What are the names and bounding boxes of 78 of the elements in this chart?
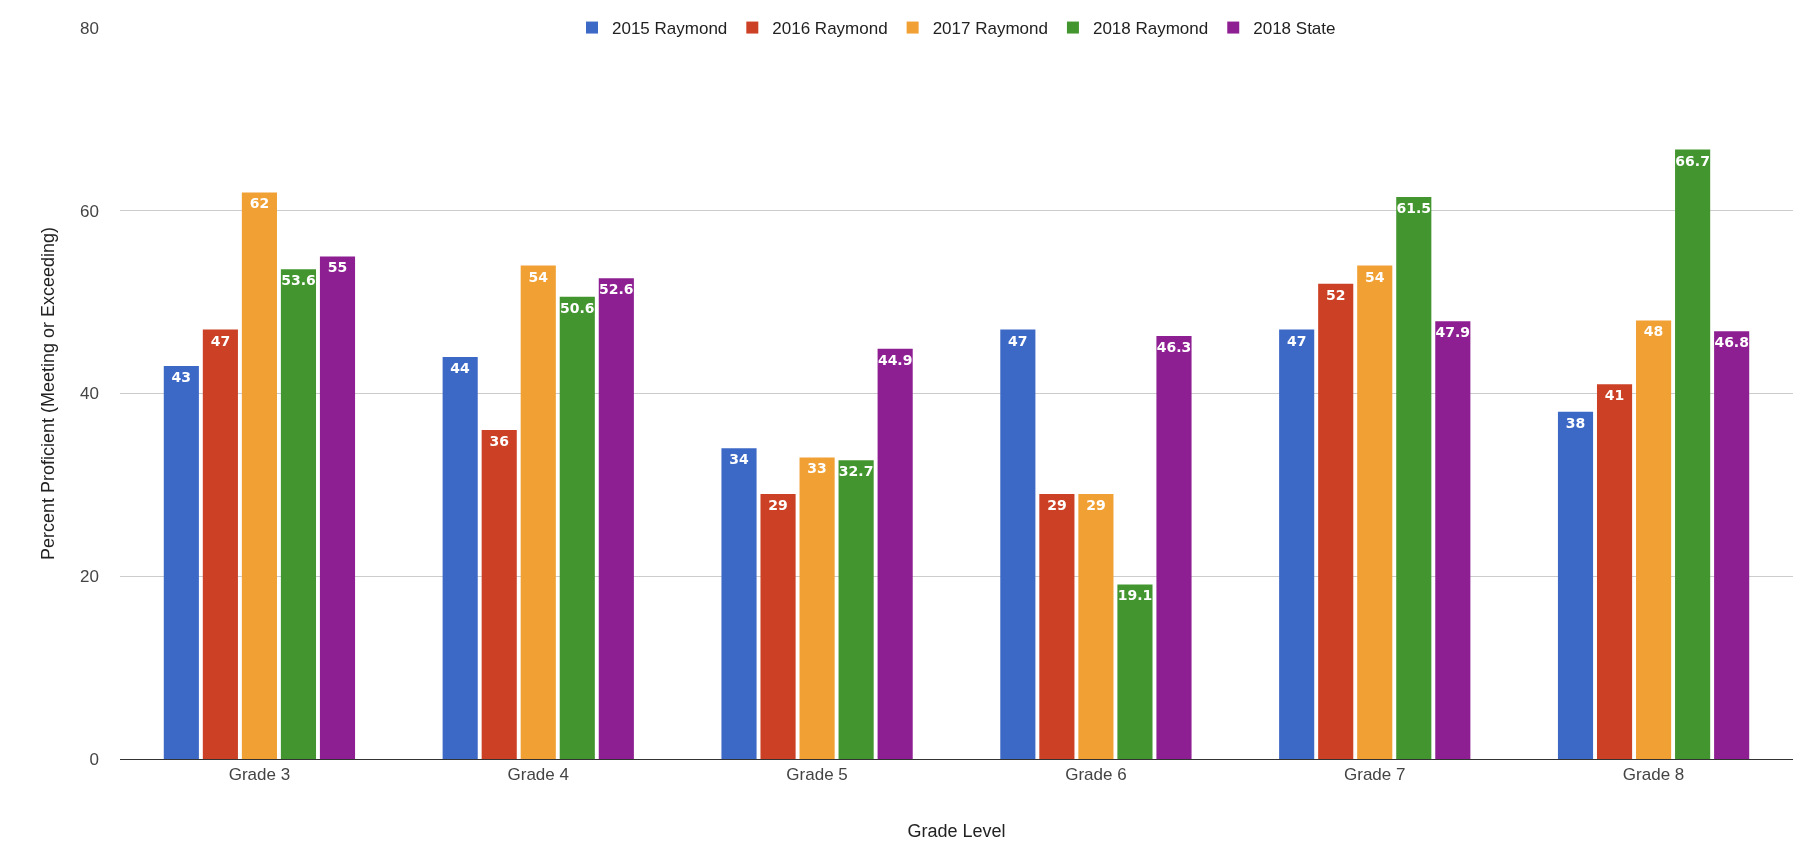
bar <box>1675 149 1711 759</box>
data-label: 19.1 <box>1117 587 1153 604</box>
data-label: 55 <box>327 259 348 276</box>
bar <box>1318 283 1354 759</box>
bar <box>481 430 517 759</box>
bar <box>442 356 478 759</box>
data-label: 46.8 <box>1714 334 1749 351</box>
x-tick-label: Grade 7 <box>1344 765 1406 785</box>
bar <box>1117 584 1153 759</box>
data-label: 41 <box>1604 387 1625 404</box>
y-tick-label: 0 <box>89 749 99 769</box>
bar <box>760 494 796 759</box>
legend-label: 2015 Raymond <box>612 19 728 39</box>
data-label: 47 <box>1286 332 1307 349</box>
bar <box>1596 384 1633 759</box>
bar <box>559 296 595 759</box>
x-tick-label: Grade 4 <box>507 765 569 785</box>
bar <box>1000 329 1036 759</box>
data-label: 44 <box>450 359 471 376</box>
y-tick-label: 40 <box>80 384 99 404</box>
data-label: 32.7 <box>838 463 874 480</box>
data-label: 54 <box>528 268 549 285</box>
data-label: 38 <box>1565 414 1586 431</box>
data-label: 34 <box>729 451 749 468</box>
bar <box>202 329 238 759</box>
x-tick-label: Grade 3 <box>228 765 291 785</box>
bar <box>319 256 356 759</box>
bar <box>1156 335 1192 759</box>
bar <box>1078 494 1114 759</box>
y-tick-label: 20 <box>80 567 99 587</box>
data-label: 44.9 <box>877 351 913 368</box>
data-label: 47 <box>210 332 231 349</box>
x-tick-label: Grade 6 <box>1065 765 1127 785</box>
x-tick-label: Grade 5 <box>786 765 848 785</box>
y-tick-label: 80 <box>80 18 99 38</box>
bar <box>799 457 835 759</box>
data-label: 36 <box>489 433 509 450</box>
bar <box>877 348 913 759</box>
bar <box>1714 331 1750 759</box>
legend-label: 2017 Raymond <box>932 19 1048 39</box>
data-label: 29 <box>1086 497 1106 514</box>
data-label: 47 <box>1008 332 1028 349</box>
bar <box>1435 321 1471 759</box>
x-axis-title: Grade Level <box>907 820 1006 841</box>
x-tick-label: Grade 8 <box>1622 765 1685 785</box>
bar <box>163 366 199 759</box>
data-label: 52 <box>1325 286 1346 303</box>
data-label: 48 <box>1643 323 1664 340</box>
legend-label: 2018 State <box>1253 19 1336 39</box>
bar <box>520 265 556 759</box>
bar <box>838 460 874 759</box>
data-label: 33 <box>807 460 827 477</box>
bar <box>1557 411 1594 759</box>
data-label: 29 <box>1047 497 1067 514</box>
data-label: 29 <box>768 497 788 514</box>
data-label: 47.9 <box>1435 324 1471 341</box>
bar <box>1636 320 1672 759</box>
bar <box>280 269 317 759</box>
data-label: 43 <box>171 369 192 386</box>
bar <box>1396 197 1432 759</box>
data-label: 46.3 <box>1156 338 1192 355</box>
bar <box>241 192 277 759</box>
y-tick-label: 60 <box>80 201 99 221</box>
data-label: 66.7 <box>1675 152 1710 169</box>
bar <box>598 278 634 759</box>
bar <box>721 448 757 759</box>
bar <box>1039 494 1075 759</box>
data-label: 53.6 <box>281 272 316 289</box>
data-label: 50.6 <box>560 299 595 316</box>
data-label: 52.6 <box>599 281 634 298</box>
legend-label: 2018 Raymond <box>1092 19 1209 39</box>
data-label: 61.5 <box>1396 200 1432 217</box>
data-label: 62 <box>249 195 270 212</box>
bar <box>1357 265 1393 759</box>
data-label: 54 <box>1364 268 1385 285</box>
y-axis-title: Percent Proficient (Meeting or Exceeding) <box>38 226 59 561</box>
bar <box>1279 329 1315 759</box>
legend-label: 2016 Raymond <box>772 19 888 39</box>
